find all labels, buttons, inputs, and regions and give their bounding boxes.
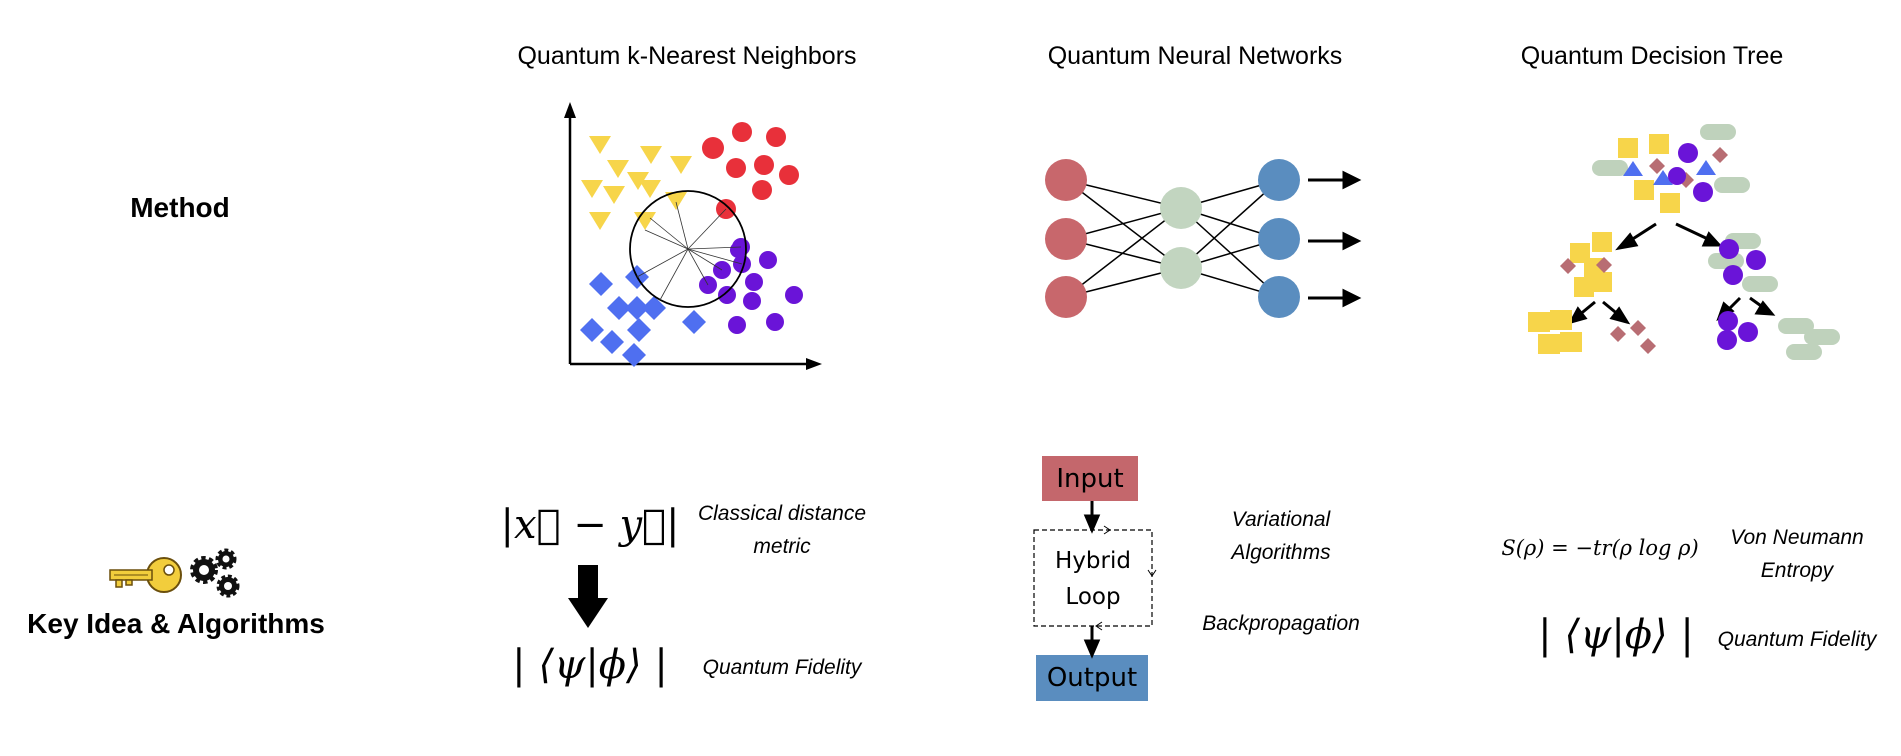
qnn-input-box: Input: [1042, 456, 1138, 501]
qnn-hidden-layer: [1160, 187, 1202, 289]
qnn-output-layer: [1258, 159, 1300, 318]
knn-blue-class: [580, 265, 706, 367]
qdt-fidelity-formula: | ⟨ψ|ϕ⟩ |: [1538, 612, 1694, 658]
qdt-entropy-note: Von Neumann Entropy: [1730, 522, 1863, 587]
knn-classical-note-line2: metric: [753, 534, 811, 558]
knn-neighbourhood: [629, 190, 747, 308]
qnn-input-layer: [1045, 159, 1087, 318]
qnn-hybrid-loop-label: Hybrid Loop: [1055, 544, 1131, 615]
knn-classical-formula: |x⃗ − y⃗|: [500, 502, 680, 548]
qdt-root-node: [1592, 124, 1750, 213]
knn-classical-note: Classical distance metric: [698, 498, 866, 563]
qnn-loop-line2: Loop: [1065, 583, 1121, 610]
qdt-fidelity-note: Quantum Fidelity: [1717, 628, 1877, 651]
qdt-leaf-2: [1610, 320, 1656, 354]
title-qdt: Quantum Decision Tree: [1520, 42, 1784, 70]
row-label-method: Method: [130, 192, 230, 223]
qdt-leaf-4: [1778, 318, 1840, 360]
knn-quantum-formula: | ⟨ψ|ϕ⟩ |: [512, 642, 668, 688]
knn-yellow-class: [581, 136, 692, 230]
knn-quantum-note: Quantum Fidelity: [702, 656, 862, 679]
qdt-right-node: [1708, 233, 1778, 292]
qdt-entropy-formula: S(ρ) = −tr(ρ log ρ): [1501, 536, 1699, 560]
qnn-output-arrows: [1308, 170, 1362, 308]
qdt-entropy-note-line2: Entropy: [1760, 558, 1834, 582]
qdt-entropy-note-line1: Von Neumann: [1730, 526, 1864, 549]
knn-classical-note-line1: Classical distance: [697, 502, 867, 525]
qdt-leaf-3: [1717, 311, 1758, 350]
qnn-note1-line2: Algorithms: [1231, 540, 1331, 564]
qnn-loop-line1: Hybrid: [1055, 548, 1131, 574]
qdt-left-node: [1560, 232, 1612, 297]
qnn-variational-note: Variational Algorithms: [1231, 504, 1330, 569]
knn-y-axis-arrow: [564, 102, 576, 118]
qnn-backprop-note: Backpropagation: [1202, 612, 1360, 635]
qnn-note1-line1: Variational: [1231, 508, 1331, 531]
title-qnn: Quantum Neural Networks: [1047, 42, 1343, 70]
knn-x-axis-arrow: [806, 358, 822, 370]
qdt-leaf-1: [1528, 310, 1582, 354]
row-label-key-idea: Key Idea & Algorithms: [27, 608, 325, 639]
title-knn: Quantum k-Nearest Neighbors: [517, 42, 857, 70]
qnn-output-box: Output: [1036, 655, 1148, 701]
